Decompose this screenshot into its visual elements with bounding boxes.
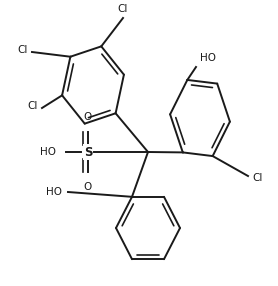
Text: Cl: Cl	[28, 101, 38, 111]
Text: HO: HO	[46, 187, 62, 197]
Text: O: O	[84, 112, 92, 122]
Text: O: O	[84, 182, 92, 192]
Text: HO: HO	[200, 53, 216, 63]
Text: Cl: Cl	[118, 4, 128, 14]
Text: Cl: Cl	[252, 173, 262, 183]
Text: Cl: Cl	[18, 45, 28, 55]
Text: HO: HO	[40, 147, 56, 157]
Text: S: S	[84, 146, 92, 158]
